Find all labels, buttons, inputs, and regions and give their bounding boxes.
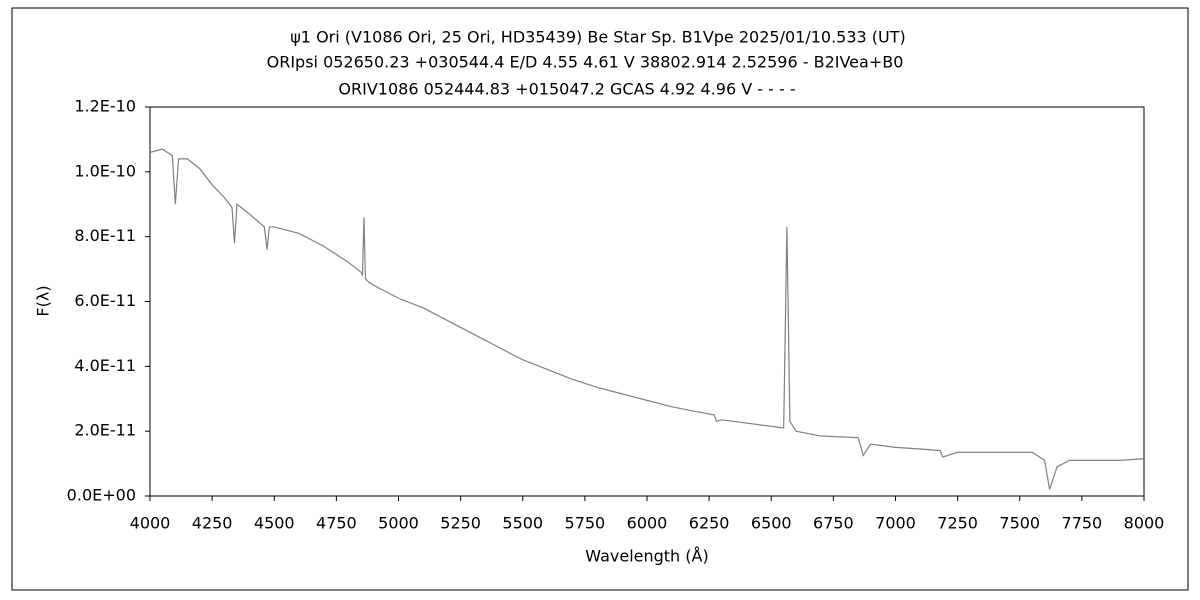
x-tick-label: 7000 bbox=[875, 514, 916, 533]
title-line: ORIpsi 052650.23 +030544.4 E/D 4.55 4.61… bbox=[267, 53, 904, 72]
y-tick-label: 0.0E+00 bbox=[67, 486, 136, 505]
x-axis-label: Wavelength (Å) bbox=[585, 547, 708, 566]
y-axis-label: F(λ) bbox=[34, 285, 53, 316]
y-tick-label: 8.0E-11 bbox=[74, 226, 136, 245]
plot-frame bbox=[149, 106, 1145, 497]
x-tick-label: 5750 bbox=[565, 514, 606, 533]
x-tick-label: 6250 bbox=[689, 514, 730, 533]
x-tick-label: 7750 bbox=[1062, 514, 1103, 533]
x-tick-label: 5500 bbox=[502, 514, 543, 533]
x-tick-label: 4500 bbox=[254, 514, 295, 533]
x-tick-label: 7500 bbox=[999, 514, 1040, 533]
x-tick-label: 5250 bbox=[440, 514, 481, 533]
x-tick-label: 4750 bbox=[316, 514, 357, 533]
x-tick-label: 6500 bbox=[751, 514, 792, 533]
y-tick-label: 4.0E-11 bbox=[74, 356, 136, 375]
x-tick-label: 5000 bbox=[378, 514, 419, 533]
x-tick-label: 7250 bbox=[937, 514, 978, 533]
x-tick-label: 4000 bbox=[130, 514, 171, 533]
x-tick-label: 8000 bbox=[1124, 514, 1165, 533]
y-tick-label: 2.0E-11 bbox=[74, 421, 136, 440]
y-tick-label: 6.0E-11 bbox=[74, 291, 136, 310]
spectrum-line bbox=[149, 148, 1145, 490]
title-line: ψ1 Ori (V1086 Ori, 25 Ori, HD35439) Be S… bbox=[290, 28, 906, 47]
title-line: ORIV1086 052444.83 +015047.2 GCAS 4.92 4… bbox=[338, 80, 795, 99]
x-tick-label: 6000 bbox=[627, 514, 668, 533]
x-tick-label: 6750 bbox=[813, 514, 854, 533]
y-tick-label: 1.2E-10 bbox=[74, 97, 136, 116]
y-tick-label: 1.0E-10 bbox=[74, 161, 136, 180]
chart-frame bbox=[11, 7, 1189, 591]
x-tick-label: 4250 bbox=[192, 514, 233, 533]
